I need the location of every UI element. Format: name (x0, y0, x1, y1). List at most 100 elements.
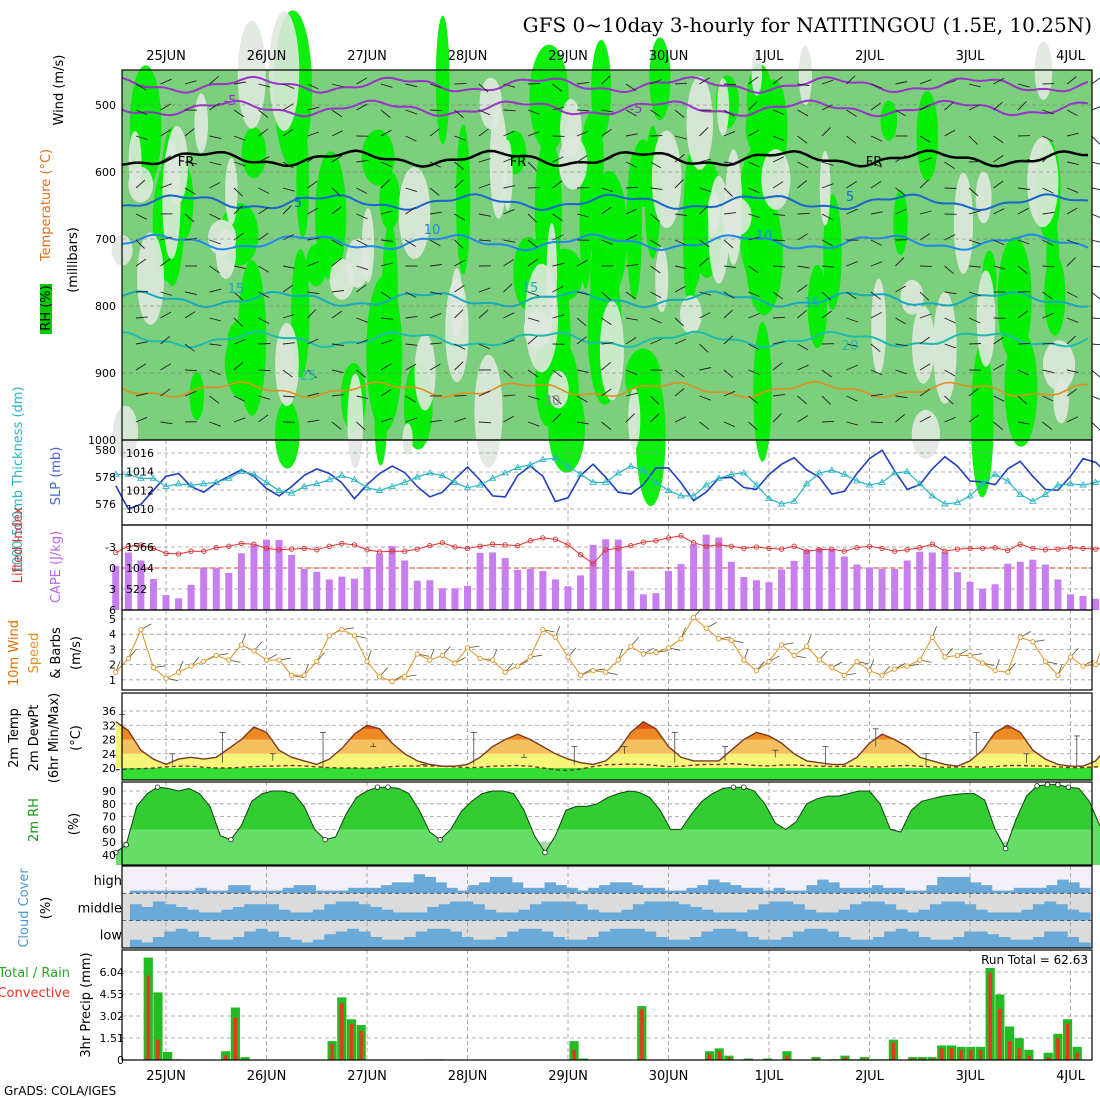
precip-tick: 3.02 (100, 1010, 125, 1023)
thickness-marker (589, 478, 597, 485)
wind-speed-marker (439, 652, 446, 659)
wind-speed-marker (276, 657, 282, 663)
cape-bar (539, 570, 547, 610)
date-axis-top: 25JUN 26JUN 27JUN 28JUN 29JUN 30JUN 1JUL 2JUL 3J… (146, 49, 1085, 64)
wind-barb (919, 179, 929, 189)
wind-barb (552, 413, 562, 423)
wind-barb (748, 213, 761, 219)
wind-barb (968, 265, 981, 268)
wind-barb (723, 265, 736, 269)
cloud-bar (792, 904, 805, 921)
li-marker (414, 546, 420, 552)
temperature-contour (121, 99, 1089, 118)
wind-barb (307, 369, 317, 379)
rh-low-region (194, 93, 209, 154)
wind-barb (1042, 312, 1054, 319)
wind-barb (233, 81, 246, 85)
li-marker (1055, 546, 1061, 552)
wind-barb (601, 317, 612, 326)
wind-barb (723, 390, 736, 397)
cape-bar (250, 545, 258, 610)
wind-barb (454, 284, 465, 293)
precip-conv-bar (640, 1009, 644, 1060)
date-axis-bottom: 25JUN 26JUN 27JUN 28JUN 29JUN 30JUN 1JUL 2JUL 3J… (146, 1069, 1085, 1084)
wind-barb (429, 419, 442, 423)
cape-bar (426, 580, 434, 610)
wind-barb (919, 291, 930, 301)
wind-barb (1017, 101, 1027, 111)
cloud-bar (260, 890, 273, 894)
wind-barb (454, 239, 464, 249)
wind-barb (870, 393, 883, 397)
rh-high-region (893, 189, 908, 256)
li-marker (917, 545, 923, 551)
cape-bar (1029, 559, 1037, 610)
wind-barb (160, 363, 172, 371)
cloud-bar (472, 939, 485, 948)
li-marker (138, 542, 144, 548)
cape-bar (1041, 564, 1049, 610)
rh-low-region (445, 278, 469, 383)
cape-bar (1004, 563, 1012, 610)
cloud-bar (815, 928, 828, 948)
wind-barb (1042, 109, 1054, 115)
cloud-bar (424, 876, 436, 894)
temp-axis-label-3: (6hr Min/Max) (47, 693, 62, 783)
wind-barb (1042, 342, 1055, 345)
wind-barb (454, 343, 466, 350)
li-marker (942, 548, 948, 554)
wind-speed-marker (665, 645, 672, 651)
wind-barb (552, 180, 563, 189)
wind-barb (723, 109, 735, 117)
thickness-marker (1079, 481, 1087, 488)
rh-low-region (751, 49, 763, 97)
wind-barb (503, 312, 515, 319)
wind-barb (944, 395, 954, 405)
li-marker (778, 546, 785, 552)
cloud-bar (566, 887, 578, 894)
li-marker (929, 541, 935, 547)
cloud-bar (380, 885, 393, 894)
thickness-marker (124, 470, 133, 477)
wind-barb (1042, 211, 1055, 215)
thickness-marker (501, 469, 509, 476)
wind-barb (233, 265, 246, 270)
precip-tick: 1.51 (100, 1032, 125, 1045)
rh-low-region (911, 409, 940, 459)
cape-bar (991, 584, 999, 610)
cape-bar (790, 560, 798, 610)
wind-barb (723, 335, 734, 345)
cape-bar (614, 539, 622, 610)
cloud-bar (850, 939, 862, 948)
thickness-marker (853, 477, 861, 484)
wind-barb (209, 75, 219, 85)
wind-barb (233, 361, 244, 371)
wind-barb (478, 183, 491, 189)
wind-speed-marker (1067, 654, 1074, 660)
wind-barb (552, 106, 565, 111)
cloud-bar (359, 887, 371, 894)
cloud-bar (267, 931, 280, 948)
rh-low-region (721, 197, 752, 236)
wind-barb (429, 109, 443, 112)
cape-bar (1067, 594, 1074, 610)
wind-barb (748, 343, 760, 351)
upper-rh-label: RH (%) (39, 285, 54, 330)
wind-barb (331, 343, 344, 346)
cloud-bar (271, 890, 284, 894)
cloud-bar (198, 936, 211, 948)
wind-barb (797, 309, 807, 319)
wind-barb (135, 109, 148, 116)
rh-tick: 40 (102, 849, 116, 862)
wind-barb (307, 291, 320, 295)
li-marker (879, 545, 885, 552)
li-marker (565, 542, 571, 548)
thickness-marker (451, 478, 459, 485)
cloud-bar (347, 901, 360, 921)
cloud-bar (391, 882, 404, 894)
thickness-marker (350, 475, 359, 483)
rh-low-region (523, 310, 553, 349)
wind-barb (968, 83, 981, 88)
wind-barb (576, 259, 588, 267)
wind-barb (993, 77, 1005, 85)
